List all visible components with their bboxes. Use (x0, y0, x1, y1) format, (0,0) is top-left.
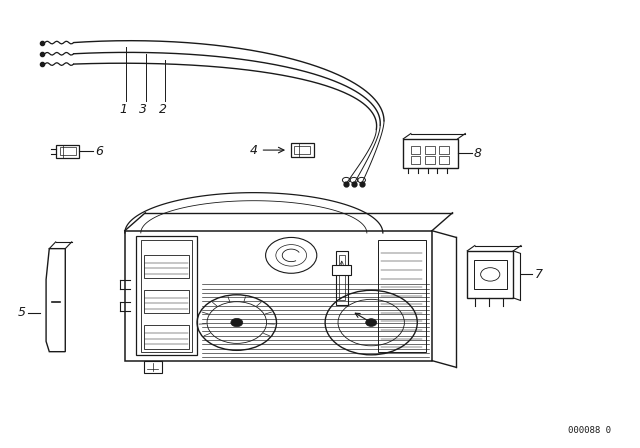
Bar (141, 240, 192, 352)
Bar (403, 139, 458, 168)
Bar (332, 265, 351, 275)
Text: 4: 4 (250, 143, 258, 157)
Text: 7: 7 (534, 268, 543, 281)
Text: 5: 5 (17, 306, 26, 319)
Bar (60, 147, 76, 155)
Bar (144, 325, 189, 349)
Text: 6: 6 (95, 145, 102, 158)
Bar (125, 231, 432, 361)
Bar (144, 290, 189, 313)
Bar (291, 143, 314, 157)
Bar (474, 260, 507, 289)
Bar (439, 156, 449, 164)
Bar (336, 251, 348, 305)
Circle shape (365, 319, 377, 327)
Bar (439, 146, 449, 154)
Bar (144, 255, 189, 278)
Bar (56, 145, 79, 158)
Bar (144, 361, 162, 373)
Bar (339, 255, 345, 300)
Bar (411, 146, 420, 154)
Bar (136, 236, 197, 355)
Bar (294, 146, 310, 154)
Bar (425, 146, 435, 154)
Bar (378, 240, 426, 352)
Bar (467, 251, 513, 298)
Bar (425, 156, 435, 164)
Text: 8: 8 (474, 147, 482, 160)
Circle shape (231, 319, 243, 327)
Text: 2: 2 (159, 103, 166, 116)
Text: 3: 3 (140, 103, 147, 116)
Bar (411, 156, 420, 164)
Text: 000088 0: 000088 0 (568, 426, 611, 435)
Text: 1: 1 (120, 103, 127, 116)
